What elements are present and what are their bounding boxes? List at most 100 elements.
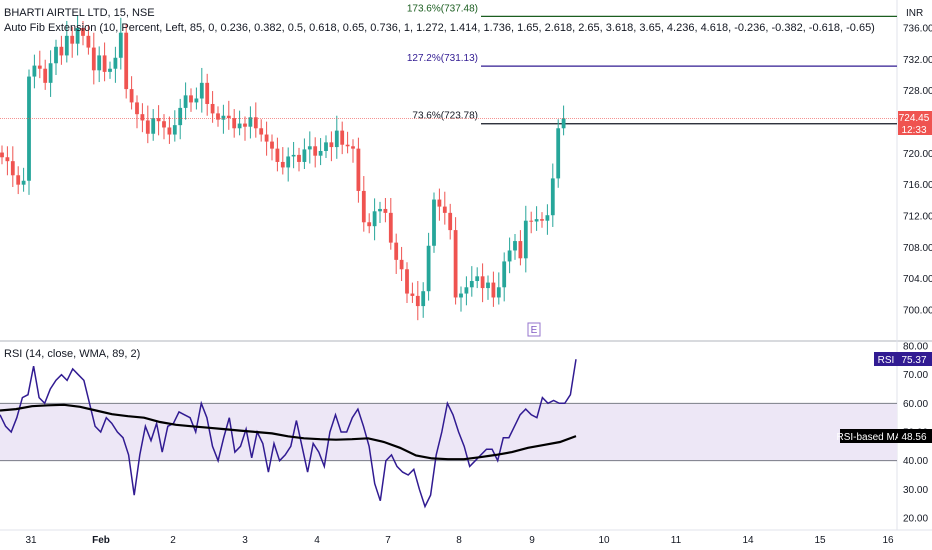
time-tick-label: 8 [456,535,462,546]
candle-body [91,47,96,71]
candle-body [37,65,42,69]
time-tick-label: 14 [742,535,754,546]
candle-body [480,276,485,289]
candle-body [232,118,237,129]
price-tick-label: 708.00 [903,243,932,254]
candle-body [194,98,199,103]
candle-body [453,230,458,298]
fib-levels: 173.6%(737.48) 127.2%(731.13) 73.6%(723.78… [407,3,897,125]
candle-body [345,144,350,147]
candle-body [372,211,377,227]
candle-body [275,148,280,162]
rsi-ma-badge-name-text: RSI-based MA [836,432,901,443]
rsi-tick-label: 70.00 [903,370,928,381]
candle-body [189,95,193,103]
candle-body [361,190,366,223]
event-marker-label: E [531,325,538,336]
fib-level-label: 173.6%(737.48) [407,3,478,14]
candle-body [81,28,85,36]
candle-body [5,157,10,162]
price-tick-label: 736.00 [903,24,932,35]
fib-indicator-legend[interactable]: Auto Fib Extension (10, Percent, Left, 8… [4,22,875,34]
price-tick-label: 700.00 [903,306,932,317]
price-tick-label: 720.00 [903,149,932,160]
rsi-legend[interactable]: RSI (14, close, WMA, 89, 2) [4,348,140,360]
candle-body [415,295,420,307]
candle-body [421,291,426,307]
candle-body [0,152,4,158]
candle-body [496,287,501,298]
candle-body [140,114,145,121]
candle-body [432,199,436,246]
candle-body [129,89,134,103]
candle-body [297,154,301,162]
candle-body [556,128,561,179]
rsi-tick-label: 60.00 [903,399,928,410]
candle-body [459,293,463,298]
candle-body [513,241,517,251]
rsi-badge-name-text: RSI [878,355,895,366]
candle-body [253,117,258,129]
candle-body [259,128,264,135]
candle-body [437,199,442,207]
time-tick-label: 15 [814,535,826,546]
rsi-band-fill [0,404,897,461]
rsi-line [0,359,577,509]
time-tick-label: 31 [25,535,37,546]
bar-countdown: 12:33 [901,125,926,136]
candle-body [410,293,415,296]
candle-body [226,115,231,119]
last-price-value: 724.45 [899,113,930,124]
time-tick-label: 16 [882,535,894,546]
candle-body [383,208,388,213]
candle-body [318,150,323,156]
candle-body [32,65,37,77]
candle-body [75,28,80,44]
candle-body [529,220,534,222]
candle-body [10,161,15,176]
candle-body [399,259,404,270]
candle-body [108,68,112,72]
event-marker-icon[interactable] [527,322,541,337]
candle-body [183,95,188,108]
last-price-badge [898,111,932,135]
time-tick-label: 3 [242,535,248,546]
rsi-badge-name [874,352,898,366]
candle-body [97,55,102,71]
rsi-badge-value-text: 75.37 [901,355,926,366]
candle-body [367,222,372,227]
candle-body [216,113,220,120]
candle-body [102,55,107,72]
rsi-tick-label: 80.00 [903,342,928,353]
candle-body [70,35,75,44]
candle-body [199,82,204,99]
candle-body [86,35,91,48]
rsi-ma-badge-name [840,429,898,443]
candle-body [545,215,550,221]
candle-body [486,282,490,289]
candle-body [27,76,31,181]
candle-body [442,206,447,213]
candle-body [280,161,285,168]
candle-body [464,287,469,294]
price-tick-label: 716.00 [903,180,932,191]
candle-body [124,32,129,90]
time-tick-label: 7 [385,535,391,546]
candle-body [59,46,64,56]
candle-body [172,125,177,135]
candle-body [167,127,172,135]
price-tick-label: 732.00 [903,55,932,66]
candle-body [151,118,156,134]
price-tick-label: 712.00 [903,212,932,223]
rsi-ma-badge-value [898,429,932,443]
candle-body [340,130,345,145]
candle-body [405,269,409,294]
rsi-ma-line [0,403,577,461]
candle-body [210,103,215,114]
candle-body [135,102,139,115]
candle-body [502,261,507,288]
candle-body [388,212,393,243]
symbol-legend[interactable]: BHARTI AIRTEL LTD, 15, NSE [4,7,155,19]
